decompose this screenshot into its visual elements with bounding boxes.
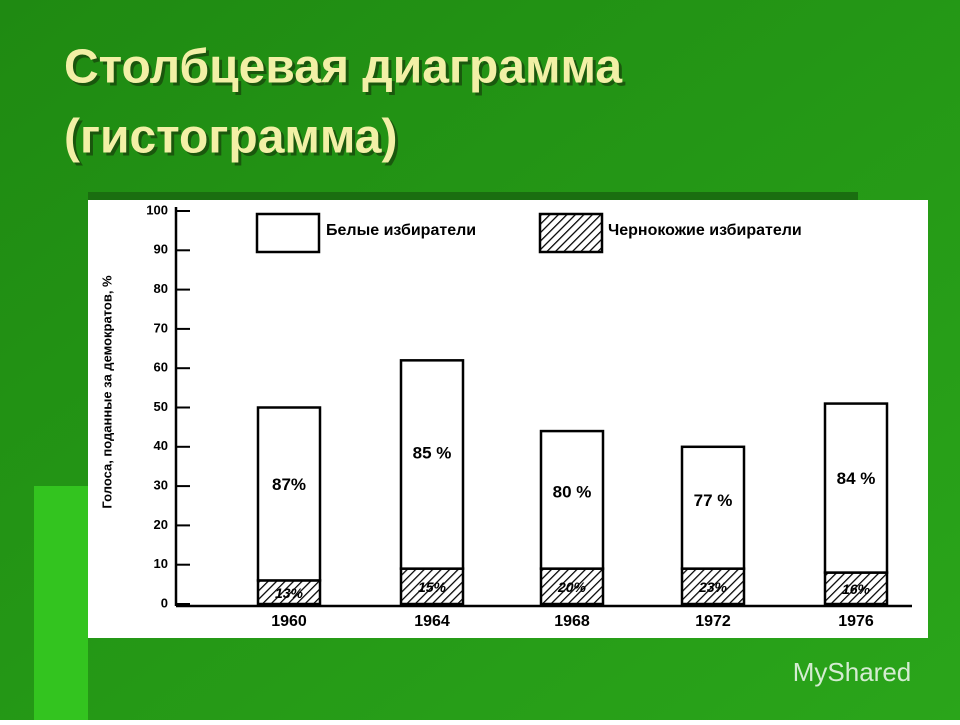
- bar-segment: [539, 429, 605, 570]
- segment-label: 20%: [557, 579, 587, 595]
- chart: 0 10 20 30 40 50 60 70 80 90 100 Голоса, поданные з…: [99, 202, 912, 630]
- slide-title: Столбцевая диаграмма: [64, 41, 622, 94]
- segment-label: 85 %: [413, 444, 452, 463]
- y-tick-label: 20: [154, 517, 168, 532]
- slide-title: (гистограмма): [64, 111, 397, 164]
- segment-label: 87%: [272, 475, 306, 494]
- y-tick-label: 50: [154, 399, 168, 414]
- legend-swatch: [538, 212, 604, 254]
- y-tick-label: 40: [154, 438, 168, 453]
- x-tick-label: 1964: [414, 613, 450, 630]
- x-tick-label: 1972: [695, 613, 731, 630]
- bar-segment: [823, 571, 889, 606]
- watermark: MyShared: [793, 657, 912, 687]
- x-tick-label: 1976: [838, 613, 874, 630]
- y-tick-label: 80: [154, 281, 168, 296]
- x-tick-label: 1960: [271, 613, 307, 630]
- segment-label: 84 %: [837, 469, 876, 488]
- bar-segment: [680, 445, 746, 570]
- y-tick-label: 70: [154, 320, 168, 335]
- legend-swatch: [255, 212, 321, 254]
- bar-segment: [823, 402, 889, 574]
- y-tick-label: 10: [154, 556, 168, 571]
- x-tick-label: 1968: [554, 613, 590, 630]
- title-shadow: (гистограмма): [67, 114, 400, 167]
- segment-label: 15%: [418, 579, 447, 595]
- y-axis-label: Голоса, поданные за демократов, %: [99, 275, 114, 509]
- segment-label: 77 %: [694, 491, 733, 510]
- title-shadow: Столбцевая диаграмма: [67, 44, 625, 97]
- bar-segment: [539, 567, 605, 606]
- segment-label: 23%: [698, 579, 728, 595]
- y-tick-label: 90: [154, 242, 168, 257]
- legend-label: Белые избиратели: [326, 222, 476, 239]
- legend-label: Чернокожие избиратели: [608, 222, 802, 239]
- y-tick-label: 30: [154, 478, 168, 493]
- segment-label: 13%: [275, 585, 304, 601]
- segment-label: 80 %: [553, 482, 592, 501]
- decor: [34, 486, 88, 720]
- y-tick-label: 0: [161, 595, 168, 610]
- decor: [88, 192, 858, 200]
- chart-area: [88, 200, 928, 638]
- bar-segment: [256, 406, 322, 582]
- bar-segment: [399, 359, 465, 570]
- y-tick-label: 60: [154, 360, 168, 375]
- y-tick-label: 100: [146, 202, 168, 217]
- segment-label: 16%: [842, 581, 871, 597]
